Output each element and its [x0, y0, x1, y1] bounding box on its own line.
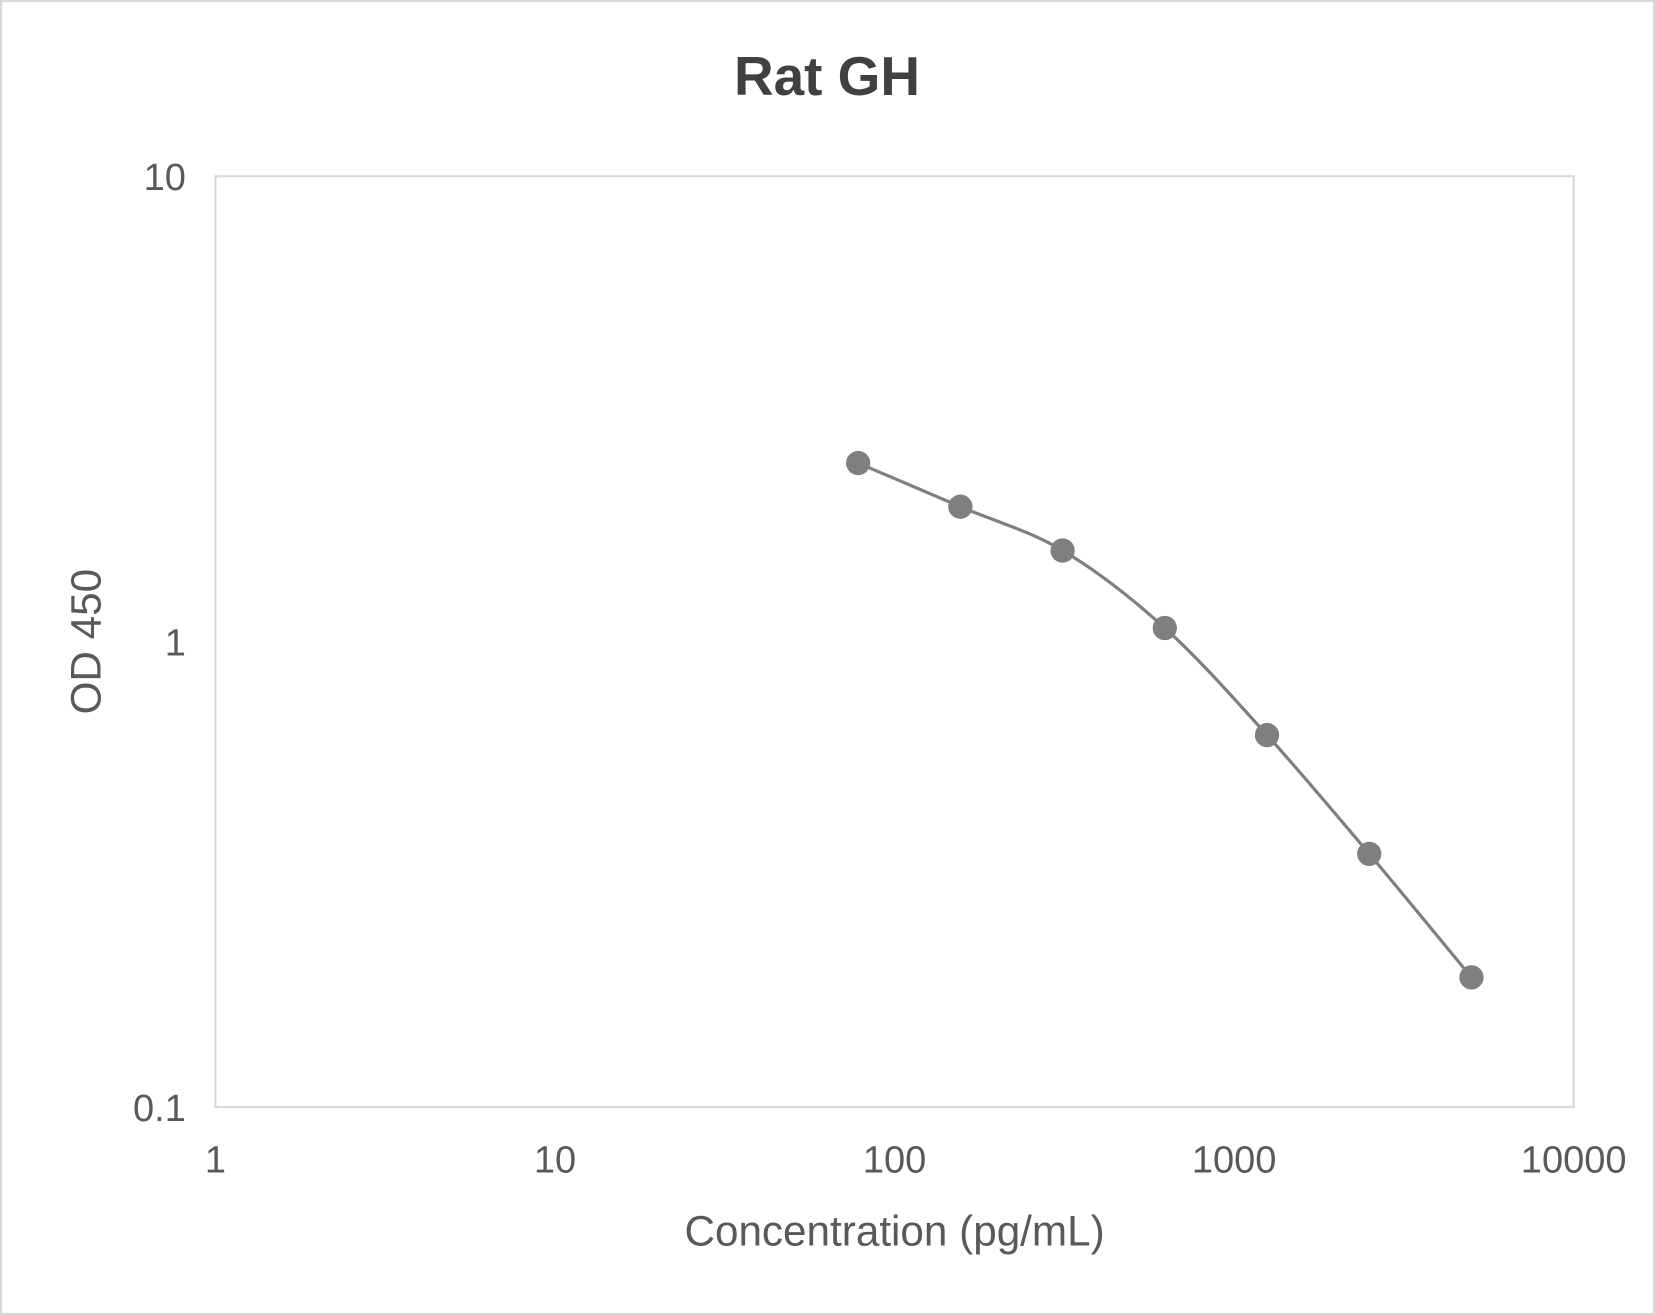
x-axis-label: Concentration (pg/mL) — [684, 1207, 1104, 1254]
x-tick-label: 1 — [205, 1140, 226, 1182]
x-tick-label: 1000 — [1192, 1140, 1277, 1182]
y-tick-label: 10 — [144, 157, 186, 199]
y-tick-label: 1 — [165, 622, 186, 664]
plot-area — [214, 175, 1575, 1109]
x-tick-label: 10 — [534, 1140, 576, 1182]
x-tick-label: 10000 — [1521, 1140, 1627, 1182]
data-point — [948, 494, 973, 519]
data-point — [846, 450, 871, 476]
data-point — [1152, 615, 1177, 641]
data-point — [1254, 722, 1280, 748]
y-axis-label: OD 450 — [62, 569, 109, 714]
y-tick-label: 0.1 — [133, 1088, 186, 1130]
data-point — [1459, 965, 1484, 990]
data-point — [1050, 538, 1075, 563]
chart-title: Rat GH — [734, 45, 920, 107]
x-tick-label: 100 — [863, 1140, 926, 1182]
data-point — [1357, 841, 1382, 867]
